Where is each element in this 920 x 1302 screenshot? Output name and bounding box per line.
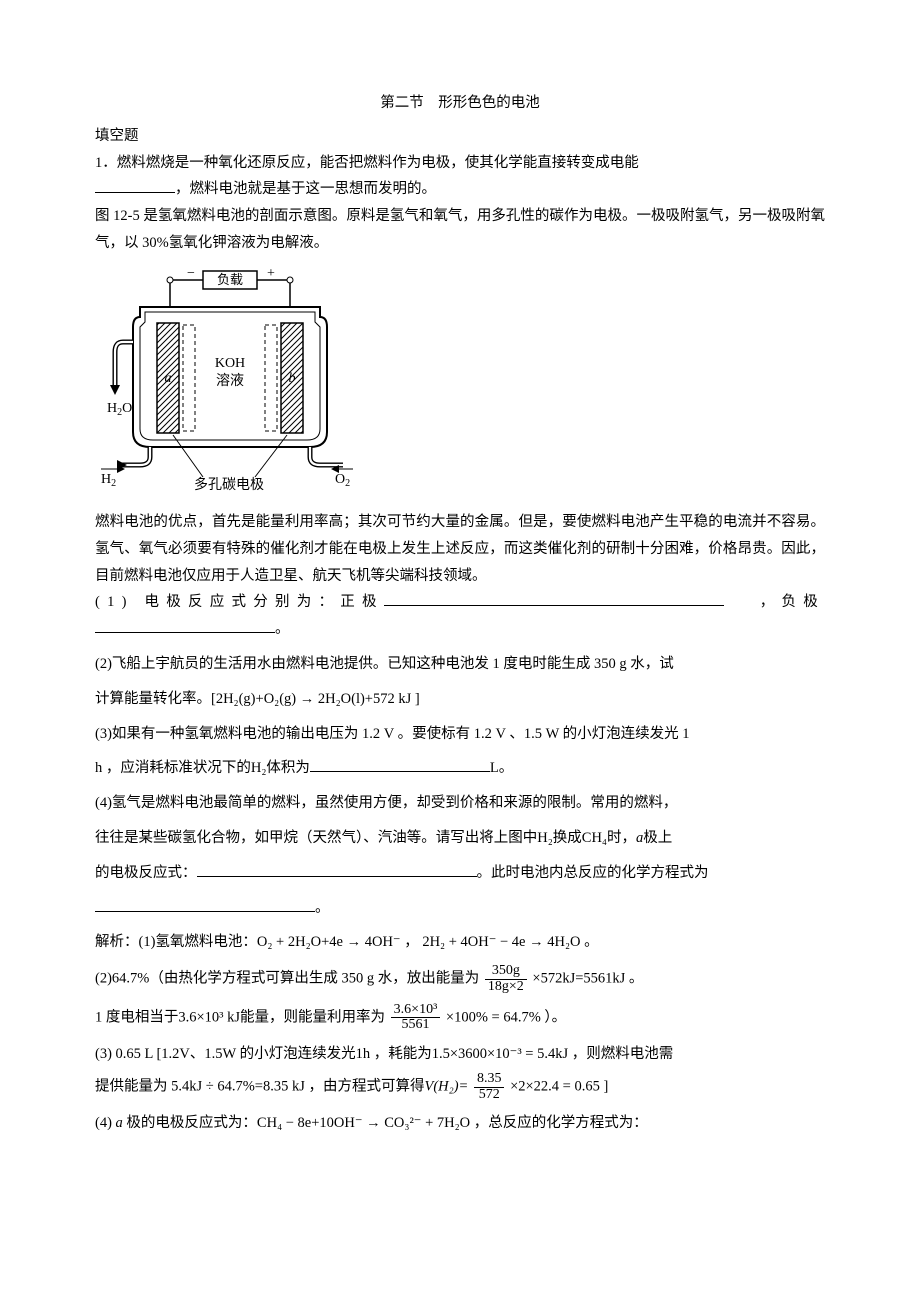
q1-intro-a: 1．燃料燃烧是一种氧化还原反应，能否把燃料作为电极，使其化学能直接转变成电能: [95, 155, 639, 171]
label-electrode: 多孔碳电极: [194, 476, 264, 493]
s3-c: ×100% = 64.7% ）。: [446, 1009, 566, 1025]
heading-fill-blank: 填空题: [95, 123, 825, 150]
s4-b: 提供能量为 5.4kJ ÷ 64.7%=8.35 kJ ，由方程式可算得: [95, 1078, 425, 1094]
q1-intro-b: ，燃料电池就是基于这一思想而发明的。: [175, 181, 436, 197]
blank-neg: [95, 618, 275, 634]
q1-sub4-c: 的电极反应式： 。此时电池内总反应的化学方程式为: [95, 860, 825, 887]
s4-frac: 8.35572: [474, 1072, 505, 1102]
q1-sub4-b: 往往是某些碳氢化合物，如甲烷（天然气）、汽油等。请写出将上图中H₂换成CH₄时，…: [95, 825, 825, 852]
q1-p3: 燃料电池的优点，首先是能量利用率高；其次可节约大量的金属。但是，要使燃料电池产生…: [95, 509, 825, 589]
sol-s2: (2)64.7%（由热化学方程式可算出生成 350 g 水，放出能量为 350g…: [95, 964, 825, 994]
s3-den: 5561: [391, 1018, 441, 1033]
s2-num: 350g: [485, 964, 527, 980]
sub3-bb: 体积为: [266, 760, 310, 776]
sub2-formula: 2H₂(g)+O₂(g) → 2H₂O(l)+572 kJ: [216, 691, 411, 707]
sol-s4-a: (3) 0.65 L [1.2V、1.5W 的小灯泡连续发光1h ，耗能为1.5…: [95, 1041, 825, 1068]
s4a: (3) 0.65 L [1.2V、1.5W 的小灯泡连续发光1h ，耗能为1.5…: [95, 1046, 673, 1062]
s4-num: 8.35: [474, 1072, 505, 1088]
s2-a: (2)64.7%（由热化学方程式可算出生成 350 g 水，放出能量为: [95, 971, 479, 987]
blank-total: [95, 896, 315, 912]
fuel-cell-svg: 负载 − + KOH 溶液 a b H2O H2 O2 多孔碳电极: [95, 267, 355, 497]
label-a: a: [165, 371, 172, 386]
sub4-h2: H₂: [537, 830, 553, 846]
q1-p2: 图 12-5 是氢氧燃料电池的剖面示意图。原料是氢气和氧气，用多孔性的碳作为电极…: [95, 203, 825, 257]
q1-sub2-line2: 计算能量转化率。[2H₂(g)+O₂(g) → 2H₂O(l)+572 kJ ]: [95, 686, 825, 713]
s3-v1: 3.6×10³ kJ: [178, 1009, 240, 1025]
s2-frac: 350g18g×2: [485, 964, 527, 994]
label-b: b: [289, 371, 296, 386]
s3-a: 1 度电相当于: [95, 1009, 178, 1025]
s5-a: (4): [95, 1115, 116, 1131]
sub3-h2: H₂: [251, 760, 267, 776]
s3-b: 能量，则能量利用率为: [240, 1009, 385, 1025]
s2-b: ×572kJ=5561kJ 。: [532, 971, 643, 987]
sub2-b: ]: [411, 691, 419, 707]
sub1-label: (1) 电极反应式分别为：正极: [95, 594, 384, 610]
sol-s1-text: 解析：(1)氢氧燃料电池：O₂ + 2H₂O+4e → 4OH⁻ ， 2H₂ +…: [95, 934, 599, 950]
q1-intro: 1．燃料燃烧是一种氧化还原反应，能否把燃料作为电极，使其化学能直接转变成电能 ，…: [95, 150, 825, 204]
blank-1: [95, 178, 175, 194]
q1-sub3-b: h ，应消耗标准状况下的H₂体积为 L。: [95, 755, 825, 782]
blank-elec: [197, 861, 477, 877]
sub3-unit: L。: [490, 760, 513, 776]
blank-vol: [310, 757, 490, 773]
label-h2o: H2O: [107, 401, 132, 418]
sol-s1: 解析：(1)氢氧燃料电池：O₂ + 2H₂O+4e → 4OH⁻ ， 2H₂ +…: [95, 929, 825, 956]
s4-den: 572: [474, 1088, 505, 1103]
label-h2: H2: [101, 472, 116, 489]
sub1-neg: ，负极: [760, 594, 825, 610]
blank-pos: [384, 591, 724, 607]
q1-sub2-line1: (2)飞船上宇航员的生活用水由燃料电池提供。已知这种电池发 1 度电时能生成 3…: [95, 651, 825, 678]
sub1-end: 。: [275, 621, 290, 637]
label-o2: O2: [335, 472, 350, 489]
sol-s5: (4) a 极的电极反应式为：CH₄ − 8e+10OH⁻ → CO₃²⁻ + …: [95, 1110, 825, 1137]
sub4-d: 。此时电池内总反应的化学方程式为: [477, 865, 709, 881]
section-title: 第二节 形形色色的电池: [95, 90, 825, 117]
label-koh2: 溶液: [216, 373, 244, 389]
sub4-c: 的电极反应式：: [95, 865, 197, 881]
q1-sub4-a: (4)氢气是燃料电池最简单的燃料，虽然使用方便，却受到价格和来源的限制。常用的燃…: [95, 790, 825, 817]
label-plus: +: [267, 267, 275, 281]
q1-sub4-e: 。: [95, 895, 825, 922]
s3-frac: 3.6×10³5561: [391, 1003, 441, 1033]
sub4-bb: 换成: [553, 830, 582, 846]
label-minus: −: [187, 267, 195, 281]
s5-b: 极的电极反应式为：CH₄ − 8e+10OH⁻ → CO₃²⁻ + 7H₂O ，…: [123, 1115, 648, 1131]
sol-s4-b: 提供能量为 5.4kJ ÷ 64.7%=8.35 kJ ，由方程式可算得V(H₂…: [95, 1072, 825, 1102]
s2-den: 18g×2: [485, 980, 527, 995]
sub4-bc: 时，: [607, 830, 636, 846]
s5-a-it: a: [116, 1115, 123, 1131]
q1-sub3-a: (3)如果有一种氢氧燃料电池的输出电压为 1.2 V 。要使标有 1.2 V 、…: [95, 721, 825, 748]
sub4-e: 。: [315, 900, 330, 916]
s4-vh2: V(H₂)=: [425, 1078, 469, 1094]
label-load: 负载: [217, 272, 243, 287]
s4-c: ×2×22.4 = 0.65 ]: [510, 1078, 608, 1094]
q1-sub1: (1) 电极反应式分别为：正极 ，负极 。: [95, 589, 825, 643]
sub3-ba: h ，应消耗标准状况下的: [95, 760, 251, 776]
label-koh1: KOH: [215, 356, 245, 371]
figure-fuel-cell: 负载 − + KOH 溶液 a b H2O H2 O2 多孔碳电极: [95, 267, 825, 497]
s3-num: 3.6×10³: [391, 1003, 441, 1019]
sub2-a: 计算能量转化率。[: [95, 691, 216, 707]
sub4-ba: 往往是某些碳氢化合物，如甲烷（天然气）、汽油等。请写出将上图中: [95, 830, 537, 846]
sub4-bd: 极上: [643, 830, 672, 846]
sol-s3: 1 度电相当于3.6×10³ kJ能量，则能量利用率为 3.6×10³5561 …: [95, 1003, 825, 1033]
sub4-ch4: CH₄: [582, 830, 607, 846]
